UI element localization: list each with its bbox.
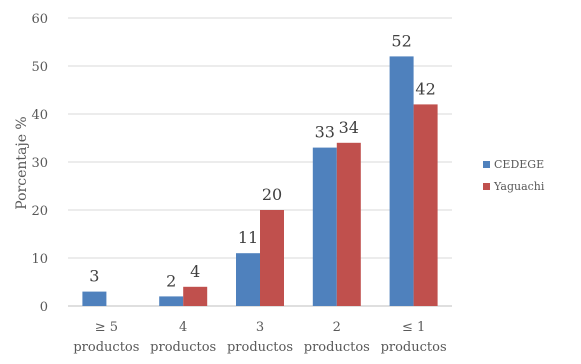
x-category-label: ≥ 5 [95, 320, 118, 335]
y-tick-label: 10 [31, 252, 48, 267]
x-category-label: productos [381, 340, 447, 355]
bar-yaguachi [260, 210, 284, 306]
legend: CEDEGE Yaguachi [483, 158, 545, 193]
bar-yaguachi [413, 104, 438, 307]
data-label: 33 [315, 123, 335, 142]
x-category-label: ≤ 1 [402, 320, 425, 335]
data-label: 2 [166, 271, 176, 290]
x-category-label: 4 [179, 320, 187, 335]
bar-cedege [82, 291, 107, 306]
data-label: 42 [415, 79, 435, 98]
bar-cedege [236, 253, 260, 306]
data-label: 4 [190, 262, 200, 281]
data-label: 3 [89, 267, 99, 286]
x-category-label: productos [150, 340, 216, 355]
x-category-label: productos [304, 340, 370, 355]
y-axis-title: Porcentaje % [14, 116, 30, 209]
bar-cedege [159, 296, 184, 306]
bar-yaguachi [183, 286, 208, 306]
bar-yaguachi [336, 142, 361, 306]
y-tick-label: 60 [31, 12, 48, 27]
x-category-label: 3 [256, 320, 264, 335]
legend-label-cedege: CEDEGE [494, 158, 544, 171]
x-axis-categories: ≥ 5 productos 4 productos 3 productos 2 product… [73, 320, 446, 355]
y-tick-label: 50 [31, 60, 48, 75]
y-tick-label: 40 [31, 108, 48, 123]
data-label: 52 [391, 31, 411, 50]
data-label: 34 [339, 118, 359, 137]
bars [82, 56, 438, 307]
bar-cedege [312, 147, 337, 306]
legend-label-yaguachi: Yaguachi [493, 180, 545, 193]
x-category-label: 2 [333, 320, 341, 335]
x-category-label: productos [227, 340, 293, 355]
y-tick-label: 0 [40, 300, 48, 315]
data-label: 20 [262, 185, 282, 204]
data-labels: 3 24 11 20 33 34 52 42 [89, 31, 435, 290]
legend-swatch-cedege [483, 161, 490, 168]
x-category-label: productos [73, 340, 139, 355]
y-tick-label: 30 [31, 156, 48, 171]
legend-swatch-yaguachi [483, 183, 490, 190]
bar-cedege [389, 56, 414, 307]
data-label: 11 [238, 228, 258, 247]
y-axis-ticks: 0 10 20 30 40 50 60 [31, 12, 48, 315]
y-tick-label: 20 [31, 204, 48, 219]
